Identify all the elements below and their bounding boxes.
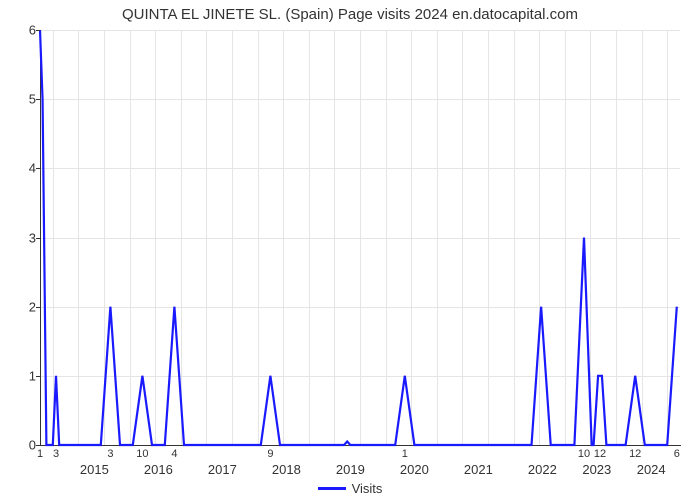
y-tick-label: 0	[18, 438, 36, 453]
y-tick-mark	[36, 99, 40, 100]
legend: Visits	[0, 481, 700, 496]
y-tick-label: 4	[18, 161, 36, 176]
x-year-label: 2015	[80, 462, 109, 477]
legend-label: Visits	[352, 481, 383, 496]
y-tick-label: 6	[18, 23, 36, 38]
x-year-label: 2017	[208, 462, 237, 477]
x-value-label: 3	[107, 448, 113, 460]
y-tick-mark	[36, 376, 40, 377]
x-year-label: 2024	[637, 462, 666, 477]
x-value-label: 1	[37, 448, 43, 460]
x-value-label: 6	[674, 448, 680, 460]
chart-title: QUINTA EL JINETE SL. (Spain) Page visits…	[0, 6, 700, 23]
x-year-label: 2018	[272, 462, 301, 477]
x-value-label: 4	[171, 448, 177, 460]
x-year-label: 2020	[400, 462, 429, 477]
y-tick-mark	[36, 307, 40, 308]
y-tick-mark	[36, 168, 40, 169]
x-value-label: 10	[578, 448, 590, 460]
x-year-label: 2021	[464, 462, 493, 477]
y-tick-label: 1	[18, 368, 36, 383]
y-tick-mark	[36, 30, 40, 31]
x-value-label: 3	[53, 448, 59, 460]
y-tick-mark	[36, 238, 40, 239]
y-tick-label: 2	[18, 299, 36, 314]
legend-swatch	[318, 487, 346, 490]
x-year-label: 2016	[144, 462, 173, 477]
y-tick-label: 5	[18, 92, 36, 107]
x-value-label: 12	[594, 448, 606, 460]
line-series	[40, 30, 680, 445]
x-year-label: 2022	[528, 462, 557, 477]
x-year-label: 2019	[336, 462, 365, 477]
x-value-label: 10	[136, 448, 148, 460]
x-value-label: 9	[267, 448, 273, 460]
visits-line	[40, 30, 677, 445]
x-value-label: 1	[402, 448, 408, 460]
y-tick-label: 3	[18, 230, 36, 245]
x-value-label: 12	[629, 448, 641, 460]
y-tick-mark	[36, 445, 40, 446]
x-year-label: 2023	[582, 462, 611, 477]
